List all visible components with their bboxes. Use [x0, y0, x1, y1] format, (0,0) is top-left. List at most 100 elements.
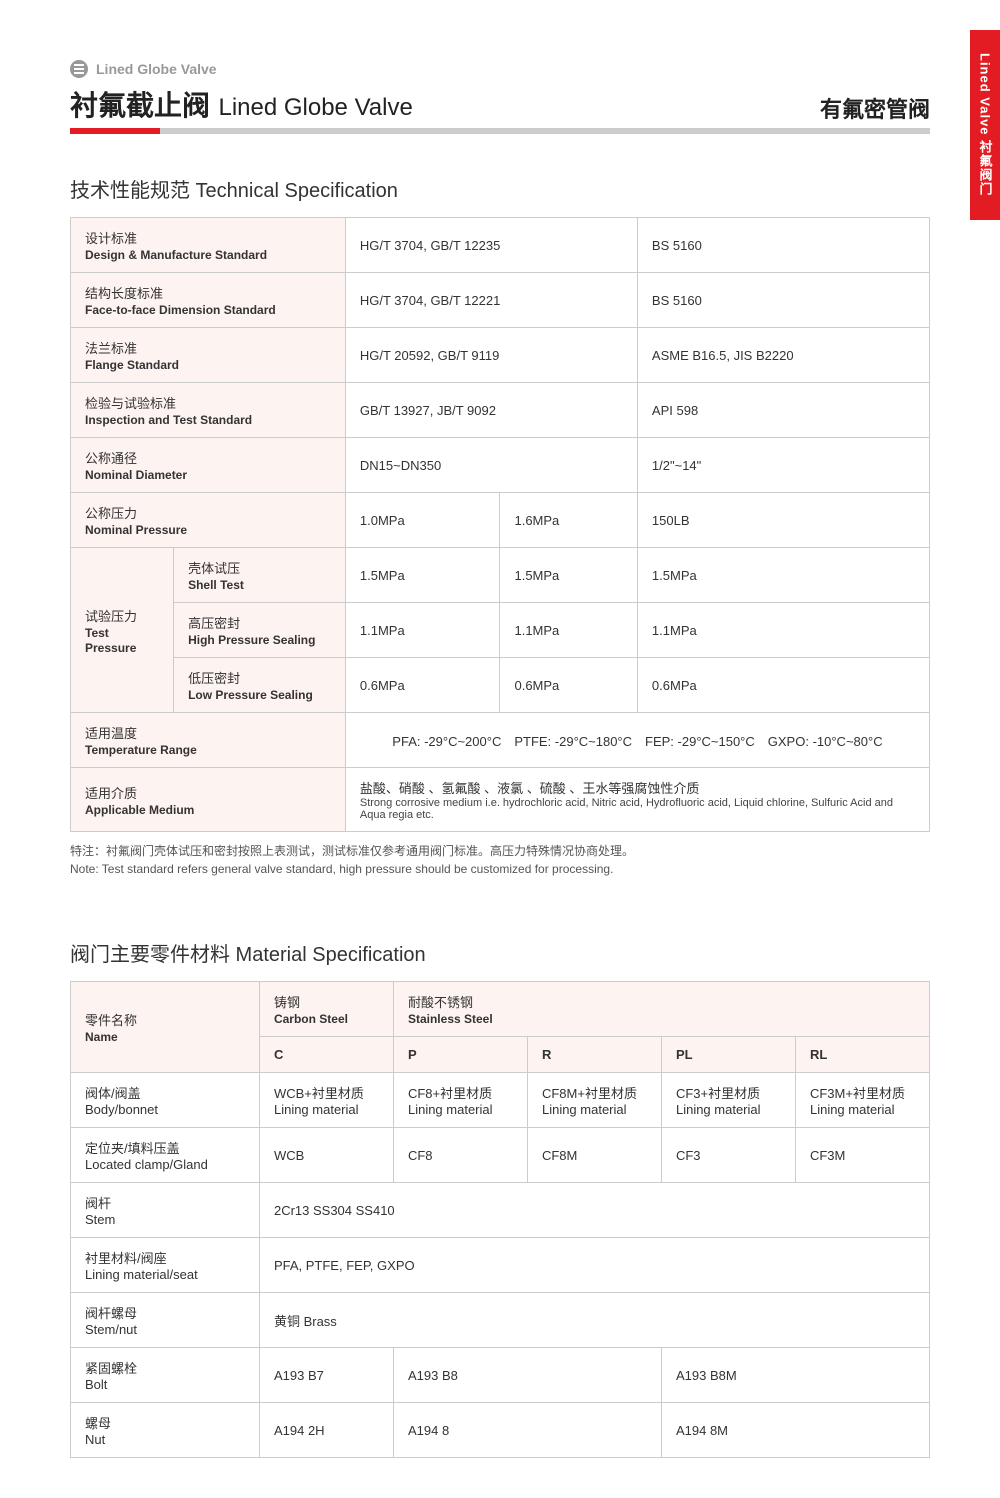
cell: API 598: [637, 383, 929, 438]
col-pl: PL: [676, 1047, 693, 1062]
cell: 1.1MPa: [500, 603, 637, 658]
breadcrumb: Lined Globe Valve: [70, 60, 930, 78]
label-en: Inspection and Test Standard: [85, 413, 252, 427]
title-cn: 衬氟截止阀: [70, 90, 210, 121]
table-row: 定位夹/填料压盖Located clamp/Gland WCB CF8 CF8M…: [71, 1128, 930, 1183]
cell: 1.1MPa: [345, 603, 500, 658]
cell: CF8: [393, 1128, 527, 1183]
menu-icon: [70, 60, 88, 78]
cell: CF8+衬里材质: [408, 1083, 513, 1102]
cell: A194 2H: [259, 1403, 393, 1458]
label-cn: 适用介质: [85, 786, 137, 801]
col-r: R: [542, 1047, 551, 1062]
label-en: Shell Test: [188, 578, 244, 592]
label-cn: 检验与试验标准: [85, 396, 176, 411]
cell: 1.5MPa: [637, 548, 929, 603]
table-row: 零件名称Name 铸钢Carbon Steel 耐酸不锈钢Stainless S…: [71, 982, 930, 1037]
label-en: Nominal Diameter: [85, 468, 187, 482]
cell: HG/T 3704, GB/T 12221: [345, 273, 637, 328]
table-row: 适用介质 Applicable Medium 盐酸、硝酸 、氢氟酸 、液氯 、硫酸…: [71, 768, 930, 832]
cell: CF8M+衬里材质: [542, 1083, 647, 1102]
cell: 黄铜 Brass: [259, 1293, 929, 1348]
label-en: Flange Standard: [85, 358, 179, 372]
breadcrumb-label: Lined Globe Valve: [96, 61, 217, 77]
part-cn: 阀杆: [85, 1193, 245, 1212]
label-cn: 耐酸不锈钢: [408, 995, 473, 1010]
table-row: 公称压力Nominal Pressure 1.0MPa 1.6MPa 150LB: [71, 493, 930, 548]
table-row: 阀体/阀盖Body/bonnet WCB+衬里材质Lining material…: [71, 1073, 930, 1128]
cell: CF3M+衬里材质: [810, 1083, 915, 1102]
note-en: Note: Test standard refers general valve…: [70, 860, 930, 878]
table-row: 低压密封Low Pressure Sealing 0.6MPa 0.6MPa 0…: [71, 658, 930, 713]
cell: PFA, PTFE, FEP, GXPO: [259, 1238, 929, 1293]
cell: 1.5MPa: [345, 548, 500, 603]
table-row: 阀杆Stem 2Cr13 SS304 SS410: [71, 1183, 930, 1238]
cell: 1.6MPa: [500, 493, 637, 548]
medium-cn: 盐酸、硝酸 、氢氟酸 、液氯 、硫酸 、王水等强腐蚀性介质: [360, 778, 915, 797]
tech-spec-title: 技术性能规范 Technical Specification: [70, 174, 930, 203]
label-en: Applicable Medium: [85, 803, 194, 817]
tech-note: 特注：衬氟阀门壳体试压和密封按照上表测试，测试标准仅参考通用阀门标准。高压力特殊…: [70, 842, 930, 878]
table-row: 试验压力Test Pressure 壳体试压Shell Test 1.5MPa …: [71, 548, 930, 603]
label-cn: 公称通径: [85, 451, 137, 466]
cell: DN15~DN350: [345, 438, 637, 493]
label-en: Name: [85, 1030, 118, 1044]
cell: WCB: [259, 1128, 393, 1183]
cell: 盐酸、硝酸 、氢氟酸 、液氯 、硫酸 、王水等强腐蚀性介质 Strong cor…: [345, 768, 929, 832]
table-row: 紧固螺栓Bolt A193 B7 A193 B8 A193 B8M: [71, 1348, 930, 1403]
cell: BS 5160: [637, 218, 929, 273]
part-cn: 定位夹/填料压盖: [85, 1138, 245, 1157]
table-row: 适用温度Temperature Range PFA: -29°C~200°C P…: [71, 713, 930, 768]
table-row: 设计标准Design & Manufacture Standard HG/T 3…: [71, 218, 930, 273]
label-cn: 试验压力: [85, 609, 137, 624]
col-p: P: [408, 1047, 417, 1062]
part-cn: 阀体/阀盖: [85, 1083, 245, 1102]
table-row: 公称通径Nominal Diameter DN15~DN350 1/2"~14": [71, 438, 930, 493]
part-en: Body/bonnet: [85, 1102, 245, 1117]
label-cn: 铸钢: [274, 995, 300, 1010]
cell: 1.0MPa: [345, 493, 500, 548]
part-en: Lining material/seat: [85, 1267, 245, 1282]
table-row: 结构长度标准Face-to-face Dimension Standard HG…: [71, 273, 930, 328]
note-cn: 特注：衬氟阀门壳体试压和密封按照上表测试，测试标准仅参考通用阀门标准。高压力特殊…: [70, 842, 930, 860]
label-en: Carbon Steel: [274, 1012, 348, 1026]
cell: 0.6MPa: [637, 658, 929, 713]
label-en: Test Pressure: [85, 626, 136, 655]
cell: A193 B8M: [661, 1348, 929, 1403]
part-en: Nut: [85, 1432, 245, 1447]
part-en: Stem/nut: [85, 1322, 245, 1337]
cell: BS 5160: [637, 273, 929, 328]
table-row: 螺母Nut A194 2H A194 8 A194 8M: [71, 1403, 930, 1458]
col-rl: RL: [810, 1047, 827, 1062]
label-cn: 壳体试压: [188, 561, 240, 576]
cell: CF8M: [527, 1128, 661, 1183]
label-cn: 适用温度: [85, 726, 137, 741]
cell: 2Cr13 SS304 SS410: [259, 1183, 929, 1238]
col-c: C: [274, 1047, 283, 1062]
material-spec-title: 阀门主要零件材料 Material Specification: [70, 938, 930, 967]
label-en: Face-to-face Dimension Standard: [85, 303, 276, 317]
table-row: 法兰标准Flange Standard HG/T 20592, GB/T 911…: [71, 328, 930, 383]
title-en: Lined Globe Valve: [218, 94, 412, 121]
page-title: 衬氟截止阀 Lined Globe Valve: [70, 84, 413, 124]
cell: 1.5MPa: [500, 548, 637, 603]
medium-en: Strong corrosive medium i.e. hydrochlori…: [360, 797, 915, 821]
material-spec-table: 零件名称Name 铸钢Carbon Steel 耐酸不锈钢Stainless S…: [70, 981, 930, 1458]
cell: CF3: [661, 1128, 795, 1183]
cell: A194 8: [393, 1403, 661, 1458]
label-en: Temperature Range: [85, 743, 197, 757]
part-cn: 螺母: [85, 1413, 245, 1432]
label-cn: 法兰标准: [85, 341, 137, 356]
title-underline: [70, 128, 930, 134]
cell: Lining material: [542, 1102, 647, 1117]
cell: Lining material: [676, 1102, 781, 1117]
part-en: Bolt: [85, 1377, 245, 1392]
part-cn: 衬里材料/阀座: [85, 1248, 245, 1267]
brand-logo: 有氟密管阀: [820, 92, 930, 124]
table-row: 检验与试验标准Inspection and Test Standard GB/T…: [71, 383, 930, 438]
tech-spec-table: 设计标准Design & Manufacture Standard HG/T 3…: [70, 217, 930, 832]
cell: WCB+衬里材质: [274, 1083, 379, 1102]
label-en: High Pressure Sealing: [188, 633, 315, 647]
cell: CF3M: [795, 1128, 929, 1183]
cell: Lining material: [274, 1102, 379, 1117]
